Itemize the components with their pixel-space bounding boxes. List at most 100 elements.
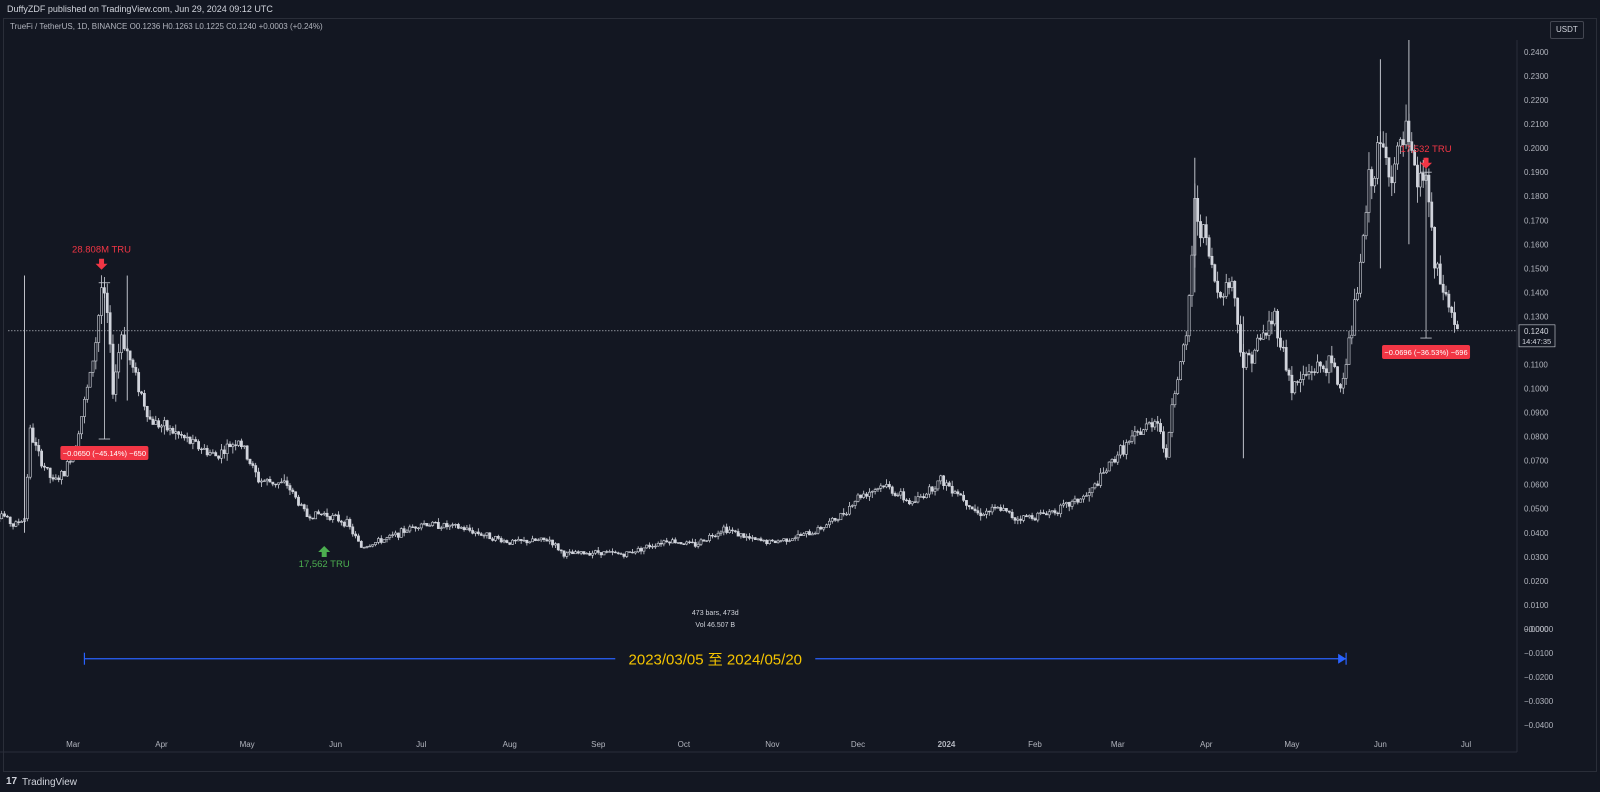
candle-body [839, 513, 843, 521]
candle-body [1336, 366, 1339, 385]
candle-body [1350, 334, 1354, 339]
candle-body [1133, 431, 1137, 437]
candle-body [1210, 255, 1214, 265]
x-tick-label: Aug [503, 740, 517, 749]
candle-body [1204, 224, 1208, 238]
candle-body [542, 537, 546, 540]
candle-body [896, 494, 900, 497]
y-tick-label: 0.1700 [1524, 216, 1549, 225]
candle-body [1153, 421, 1157, 428]
candle-body [1264, 332, 1268, 336]
candle-body [1438, 263, 1442, 285]
candle-body [645, 544, 649, 549]
candle-body [1319, 361, 1322, 367]
candle-body [337, 514, 340, 522]
date-range-label: 2023/03/05 至 2024/05/20 [629, 652, 802, 669]
candle-body [959, 493, 963, 496]
candle-body [1281, 346, 1285, 349]
candle-body [271, 481, 275, 485]
candle-body [334, 514, 338, 517]
candle-body [1224, 282, 1228, 297]
x-tick-label: Jul [1461, 740, 1471, 749]
candle-body [439, 527, 443, 529]
candle-body [231, 444, 235, 448]
candle-body [953, 491, 957, 494]
candle-body [351, 526, 355, 535]
candle-body [265, 478, 269, 482]
candle-body [673, 539, 677, 544]
candle-body [605, 551, 609, 553]
candle-body [1259, 337, 1262, 340]
tradingview-brand: TradingView [22, 777, 78, 788]
candle-body [488, 532, 492, 540]
range-label-box [1382, 345, 1471, 360]
candle-body [748, 536, 751, 539]
candle-body [805, 531, 809, 535]
candle-body [339, 520, 343, 523]
y-tick-label: 0.0400 [1524, 529, 1549, 538]
candle-body [205, 448, 209, 456]
candle-body [608, 551, 612, 553]
candle-body [317, 511, 320, 515]
candle-body [1064, 502, 1068, 505]
candle-body [528, 541, 532, 544]
candle-body [947, 482, 951, 487]
candle-body [499, 538, 503, 543]
chart-frame [3, 18, 1597, 772]
candle-body [534, 538, 537, 541]
candle-body [1087, 492, 1091, 496]
x-tick-label: May [1284, 740, 1299, 749]
candle-body [1116, 454, 1120, 463]
currency-button[interactable]: USDT [1550, 21, 1584, 39]
candle-body [308, 516, 312, 519]
candle-body [122, 334, 126, 350]
candle-body [576, 551, 580, 554]
candle-body [494, 536, 497, 541]
y-tick-label: 0.1100 [1524, 360, 1548, 369]
candle-body [134, 367, 138, 373]
candle-body [245, 445, 249, 460]
candle-body [68, 461, 72, 463]
y-tick-label: 0.0600 [1524, 481, 1549, 490]
candle-body [1427, 174, 1431, 203]
candle-body [431, 521, 435, 526]
candle-body [802, 533, 806, 536]
candle-body [171, 427, 175, 434]
candle-body [522, 539, 526, 542]
candle-body [776, 540, 780, 544]
candle-body [865, 493, 868, 497]
candle-body [1007, 510, 1011, 513]
y-tick-label: 0.1900 [1524, 168, 1549, 177]
candle-body [1062, 503, 1065, 506]
candle-body [688, 541, 691, 543]
candle-body [294, 491, 298, 498]
candle-body [662, 540, 666, 545]
candle-body [956, 491, 960, 495]
candle-body [1410, 141, 1414, 151]
candle-body [799, 534, 803, 536]
candle-body [85, 386, 89, 400]
candle-body [117, 352, 121, 373]
candle-body [1201, 224, 1205, 239]
candle-body [359, 541, 363, 548]
candle-body [1401, 139, 1405, 146]
candle-body [17, 521, 21, 523]
y-tick-label: 0.2400 [1524, 48, 1549, 57]
candle-body [762, 539, 766, 542]
candle-body [180, 434, 183, 436]
candle-body [785, 538, 789, 542]
candle-body [1301, 374, 1305, 380]
candle-body [919, 496, 923, 498]
candle-body [913, 501, 917, 503]
date-range-arrow-icon [1338, 653, 1347, 664]
candle-body [622, 554, 626, 557]
candle-body [1327, 355, 1331, 373]
candle-body [1364, 212, 1368, 237]
candle-body [54, 477, 58, 480]
candle-body [445, 523, 449, 528]
candle-body [1107, 461, 1111, 472]
candle-body [554, 543, 557, 546]
candle-body [394, 532, 397, 536]
date-range-stats: Vol 46.507 B [695, 622, 735, 629]
